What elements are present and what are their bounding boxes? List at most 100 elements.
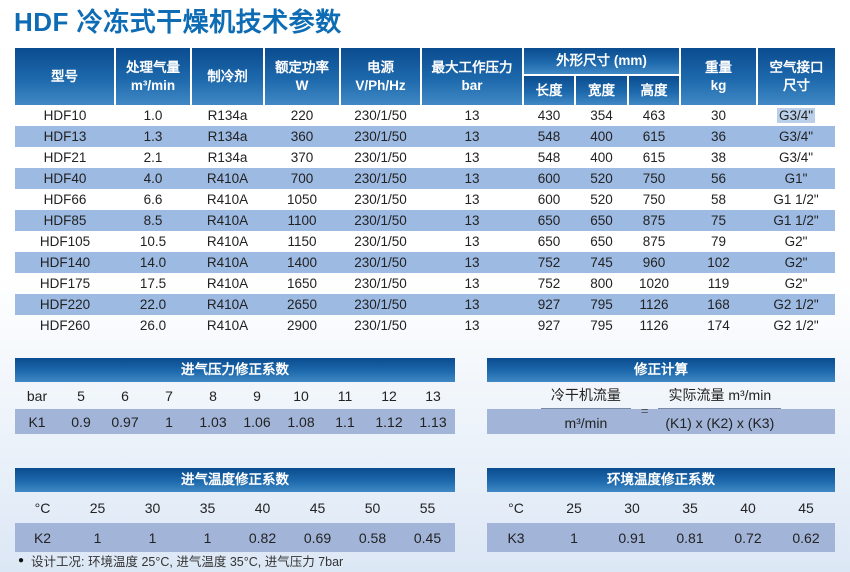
col-header-model: 型号: [15, 48, 116, 105]
main-table-cell: 960: [628, 252, 681, 273]
main-table-cell: 1100: [264, 210, 340, 231]
main-table-cell: R410A: [191, 294, 264, 315]
col-header-power-supply: 电源 V/Ph/Hz: [340, 48, 422, 105]
correction-cell: 9: [253, 387, 261, 404]
section-title: 环境温度修正系数: [487, 468, 835, 492]
main-table-cell: 650: [590, 234, 613, 249]
correction-cell: 0.69: [303, 529, 332, 546]
table-row: HDF105 10.5 R410A 1150 230/1/50 13 650 650 875 79…: [15, 231, 835, 252]
main-table-cell: 230/1/50: [354, 276, 407, 291]
correction-cell: 0.97: [111, 413, 139, 430]
main-table-cell: 13: [421, 126, 523, 147]
correction-cell: 0.62: [792, 529, 820, 546]
main-table-cell: 13: [421, 294, 523, 315]
main-table-cell: HDF105: [39, 234, 91, 249]
design-conditions-note: ● 设计工况: 环境温度 25°C, 进气温度 35°C, 进气压力 7bar: [18, 551, 343, 570]
main-table-cell: 615: [642, 150, 666, 165]
main-table-cell: 102: [680, 252, 758, 273]
correction-cell: 40: [254, 499, 271, 516]
main-table-cell: 795: [575, 294, 628, 315]
main-table-cell: 13: [421, 252, 523, 273]
main-table-cell: 700: [264, 168, 340, 189]
main-table-cell: 520: [575, 168, 628, 189]
main-table-cell: HDF85: [15, 210, 115, 231]
main-table-cell: 400: [575, 126, 628, 147]
main-table-cell: 750: [628, 168, 681, 189]
main-table-cell: G2": [784, 234, 808, 249]
main-table-cell: 26.0: [139, 318, 167, 333]
correction-cell: 35: [199, 499, 216, 516]
fraction-denominator: m³/min: [564, 414, 608, 431]
selected-text: G3/4": [777, 108, 816, 123]
main-table-cell: HDF66: [43, 192, 87, 207]
main-table-cell: G2": [757, 252, 836, 273]
main-table-cell: R410A: [191, 168, 264, 189]
main-table-cell: HDF220: [15, 294, 115, 315]
correction-cell: 1: [148, 529, 157, 546]
main-table-cell: 13: [464, 108, 480, 123]
main-table-cell: 22.0: [115, 294, 191, 315]
inlet-pressure-correction-table: 进气压力修正系数 bar 5 6 7 8 9 10 11 12 13 K1 0.9 0.97 1 1.03…: [15, 358, 455, 434]
main-table-cell: 168: [680, 294, 758, 315]
main-table-cell: 752: [537, 276, 561, 291]
main-table-cell: 230/1/50: [340, 168, 421, 189]
table-row: HDF21 2.1 R134a 370 230/1/50 13 548 400 615 38 G3/…: [15, 147, 835, 168]
main-table-cell: R410A: [206, 192, 249, 207]
correction-cell: 10: [293, 387, 309, 404]
main-table-cell: 752: [523, 252, 575, 273]
main-table-cell: 75: [680, 210, 758, 231]
correction-cell: bar: [26, 387, 48, 404]
main-table-cell: G3/4": [757, 126, 836, 147]
main-table-cell: 1050: [286, 192, 318, 207]
main-table-cell: 119: [707, 276, 730, 291]
col-header-dimensions: 外形尺寸 (mm): [523, 48, 682, 76]
main-table-cell: 13: [421, 168, 523, 189]
main-table-cell: 38: [711, 150, 727, 165]
main-table-cell: 1400: [264, 252, 340, 273]
inlet-temp-unit-row: °C 25 30 35 40 45 50 55: [15, 492, 455, 523]
main-table-cell: 1.0: [143, 108, 163, 123]
main-table-cell: 795: [590, 318, 613, 333]
main-table-cell: G3/4": [757, 105, 835, 126]
table-row: HDF40 4.0 R410A 700 230/1/50 13 600 520 750 56 G1": [15, 168, 836, 189]
main-table-cell: R410A: [206, 318, 249, 333]
correction-cell: 40: [740, 499, 756, 516]
correction-cell: 0.81: [676, 529, 704, 546]
main-table-cell: 4.0: [115, 168, 191, 189]
main-table-cell: 370: [290, 150, 314, 165]
correction-cell: 1: [165, 413, 173, 430]
main-table-cell: R410A: [191, 210, 264, 231]
main-table-cell: 220: [290, 108, 314, 123]
correction-cell: 1.08: [287, 413, 315, 430]
col-header-height: 高度: [628, 74, 682, 105]
correction-cell: 30: [624, 499, 640, 516]
main-spec-table: 型号 处理气量 m³/min 制冷剂 额定功率 W 电源: [15, 48, 836, 336]
col-header-length: 长度: [523, 74, 576, 105]
fraction-numerator: 冷干机流量: [540, 382, 631, 409]
main-table-cell: 17.5: [139, 276, 167, 291]
main-table-cell: G1": [757, 168, 836, 189]
col-header-capacity: 处理气量 m³/min: [115, 48, 192, 105]
correction-cell: 0.72: [734, 529, 762, 546]
correction-cell: 0.58: [358, 529, 387, 546]
main-table-cell: 463: [642, 108, 666, 123]
main-table-cell: HDF10: [43, 108, 87, 123]
main-table-cell: HDF260: [39, 318, 91, 333]
correction-cell: 30: [144, 499, 161, 516]
correction-cell: 25: [89, 499, 106, 516]
main-table-cell: 230/1/50: [340, 126, 421, 147]
correction-cell: 1.06: [243, 413, 271, 430]
correction-cell: 6: [121, 387, 129, 404]
correction-cell: 1: [570, 529, 578, 546]
correction-cell: 0.9: [71, 413, 91, 430]
main-table-cell: 650: [523, 210, 575, 231]
main-table-cell: 360: [264, 126, 340, 147]
main-table-cell: 354: [590, 108, 613, 123]
ambient-temp-factor-row: K3 1 0.91 0.81 0.72 0.62: [487, 523, 835, 552]
main-table-cell: 1650: [286, 276, 318, 291]
formula-denominator-band: [487, 409, 835, 434]
correction-cell: K2: [33, 529, 52, 546]
table-row: HDF13 1.3 R134a 360 230/1/50 13 548 400 615 36 G3/…: [15, 126, 836, 147]
correction-cell: 13: [425, 387, 441, 404]
